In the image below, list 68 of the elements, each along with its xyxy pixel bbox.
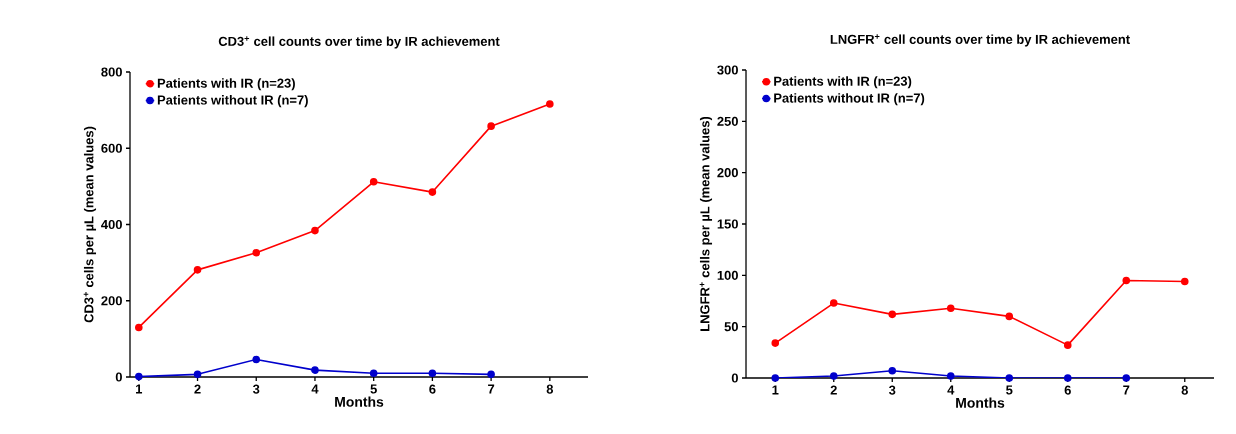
point xyxy=(1005,374,1014,382)
y-tick-label: 200 xyxy=(717,168,738,178)
point xyxy=(888,310,897,319)
x-tick-label: 8 xyxy=(1181,385,1188,395)
y-tick-label: 250 xyxy=(717,116,738,126)
y-tick-label: 0 xyxy=(731,373,738,383)
x-axis-title: Months xyxy=(335,396,384,407)
legend-label: Patients with IR (n=23) xyxy=(774,76,912,89)
point xyxy=(135,323,143,332)
point xyxy=(428,369,437,377)
point xyxy=(771,339,780,347)
x-tick-label: 4 xyxy=(947,385,955,395)
point xyxy=(311,226,319,235)
y-axis-title: CD3$^{+}$ cells per µL (mean values) xyxy=(83,126,97,323)
x-tick-label: 6 xyxy=(429,384,436,394)
x-tick-label: 3 xyxy=(888,385,896,395)
y-tick-label: 600 xyxy=(101,143,122,153)
y-tick-label: 300 xyxy=(717,65,738,75)
x-tick-label: 1 xyxy=(772,385,779,395)
x-tick-label: 2 xyxy=(194,384,201,394)
point xyxy=(771,374,780,382)
y-tick-label: 0 xyxy=(115,372,122,382)
y-tick-label: 200 xyxy=(101,296,122,306)
x-tick-label: 7 xyxy=(1123,385,1130,395)
point xyxy=(1063,374,1072,382)
point xyxy=(546,100,554,108)
point xyxy=(428,188,437,196)
x-tick-label: 1 xyxy=(136,384,143,394)
point xyxy=(487,370,495,379)
x-tick-label: 7 xyxy=(488,384,495,394)
point xyxy=(193,266,202,274)
x-tick-label: 6 xyxy=(1064,385,1071,395)
point xyxy=(829,372,838,380)
point xyxy=(487,122,495,130)
x-tick-label: 4 xyxy=(311,384,319,394)
point xyxy=(1063,341,1072,349)
legend-label: Patients without IR (n=7) xyxy=(157,95,308,108)
x-tick-label: 8 xyxy=(546,384,554,394)
x-axis-title: Months xyxy=(956,397,1005,408)
point xyxy=(369,369,378,377)
point xyxy=(1180,277,1189,286)
y-tick-label: 400 xyxy=(101,219,122,230)
chart-title: CD3$^{+}$ cell counts over time by IR achievement xyxy=(218,36,500,49)
point xyxy=(946,372,955,380)
point xyxy=(252,248,261,257)
legend-label: Patients without IR (n=7) xyxy=(774,93,925,106)
x-tick-label: 5 xyxy=(1006,385,1013,395)
y-tick-label: 50 xyxy=(724,322,738,332)
point xyxy=(829,299,838,307)
point xyxy=(252,355,261,364)
point xyxy=(369,178,378,186)
point xyxy=(1122,374,1131,382)
x-tick-label: 5 xyxy=(370,384,377,394)
point xyxy=(311,366,319,374)
point xyxy=(193,370,202,379)
x-tick-label: 3 xyxy=(252,384,260,394)
point xyxy=(946,304,955,312)
y-tick-label: 100 xyxy=(717,270,738,280)
point xyxy=(888,367,897,375)
y-tick-label: 800 xyxy=(101,67,122,77)
point xyxy=(1005,312,1014,321)
chart-title: LNGFR$^{+}$ cell counts over time by IR achievement xyxy=(830,34,1130,47)
y-axis-title: LNGFR$^{+}$ cells per µL (mean values) xyxy=(699,116,713,331)
y-tick-label: 150 xyxy=(717,219,738,229)
point xyxy=(1122,276,1131,285)
point xyxy=(135,372,143,381)
legend-label: Patients with IR (n=23) xyxy=(157,78,295,91)
x-tick-label: 2 xyxy=(830,385,837,395)
